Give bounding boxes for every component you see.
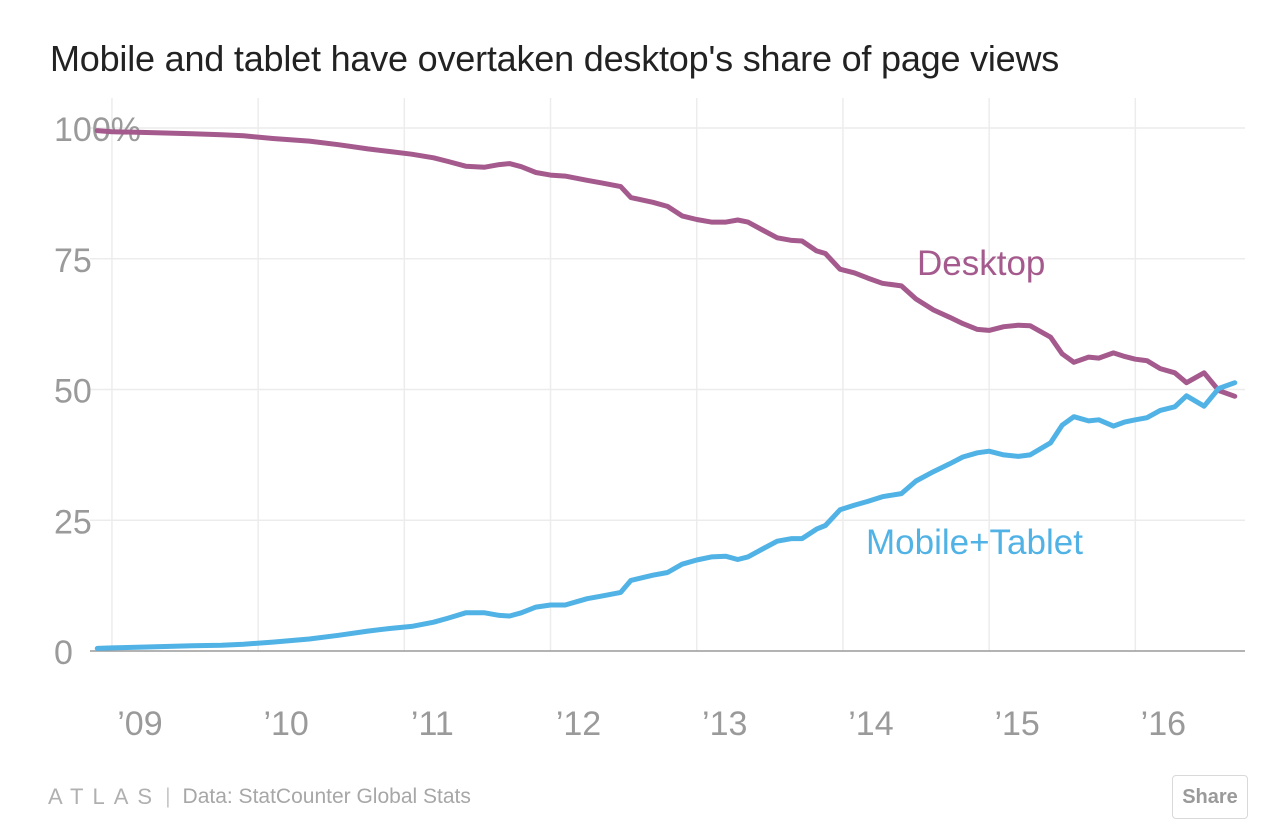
x-tick-label: ’09 [117,705,162,743]
x-tick-label: ’14 [848,705,893,743]
x-tick-label: ’10 [263,705,308,743]
mobile-tablet-series-line [94,380,1238,651]
data-source-label: Data: StatCounter Global Stats [182,785,471,808]
x-tick-label: ’12 [556,705,601,743]
x-tick-label: ’13 [702,705,747,743]
desktop-series-line [94,128,1238,399]
mobile-tablet-series-annotation: Mobile+Tablet [866,523,1083,562]
chart-title: Mobile and tablet have overtaken desktop… [50,38,1060,79]
atlas-logo[interactable]: ATLAS [48,784,162,809]
x-axis-tick-labels: ’09 ’10 ’11 ’12 ’13 ’14 ’15 ’16 [117,705,1186,743]
x-tick-label: ’15 [994,705,1039,743]
desktop-series-annotation: Desktop [917,244,1045,283]
series-lines [94,128,1238,651]
x-tick-label: ’16 [1141,705,1186,743]
y-tick-label: 0 [54,634,73,672]
share-button[interactable]: Share [1172,775,1248,819]
chart-footer: ATLAS | Data: StatCounter Global Stats [48,784,471,810]
y-tick-label: 75 [54,242,92,280]
gridlines [90,98,1245,652]
footer-divider: | [165,785,171,808]
y-tick-label: 25 [54,503,92,541]
x-tick-label: ’11 [411,705,454,743]
y-tick-label: 50 [54,373,92,411]
